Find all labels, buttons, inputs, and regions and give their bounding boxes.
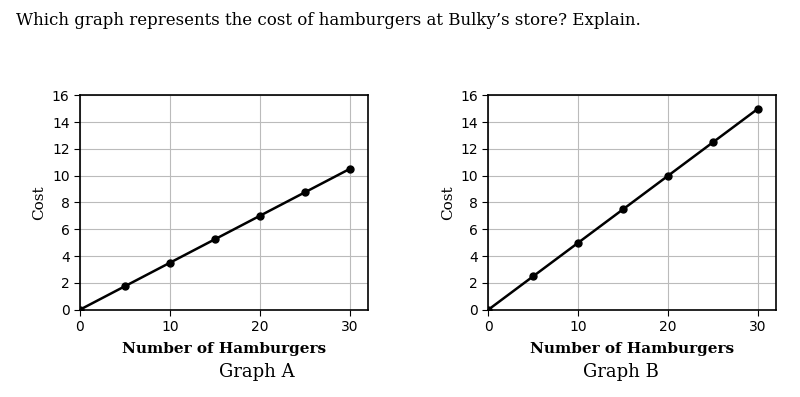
Text: Graph B: Graph B xyxy=(583,363,658,381)
Text: Graph A: Graph A xyxy=(219,363,294,381)
Text: Which graph represents the cost of hamburgers at Bulky’s store? Explain.: Which graph represents the cost of hambu… xyxy=(16,12,641,29)
Y-axis label: Cost: Cost xyxy=(441,185,454,220)
X-axis label: Number of Hamburgers: Number of Hamburgers xyxy=(122,342,326,357)
Y-axis label: Cost: Cost xyxy=(32,185,46,220)
X-axis label: Number of Hamburgers: Number of Hamburgers xyxy=(530,342,734,357)
